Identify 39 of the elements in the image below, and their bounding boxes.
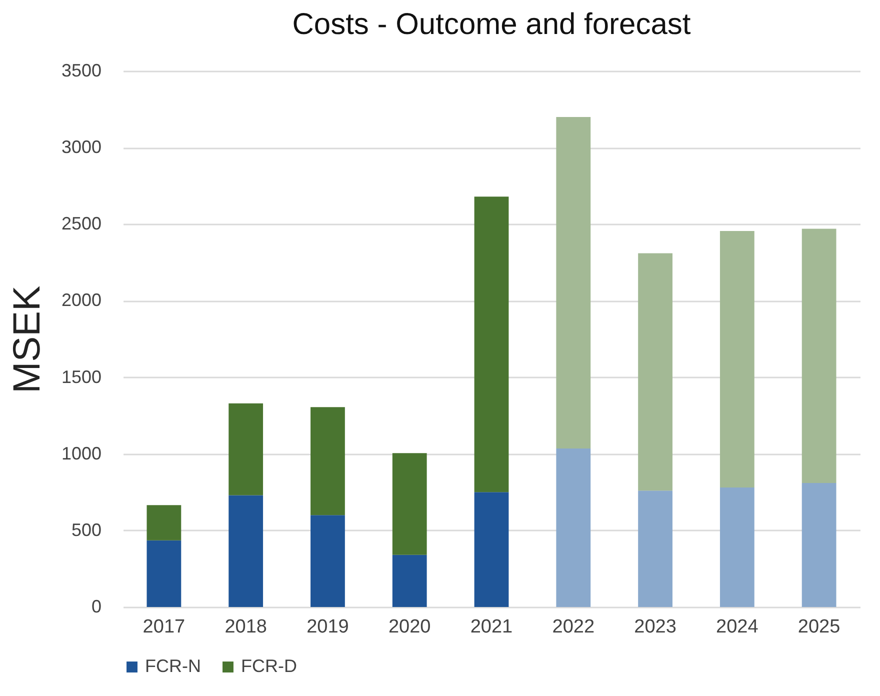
bar	[556, 116, 591, 448]
bar	[556, 448, 591, 607]
bar	[146, 540, 182, 607]
y-tick-label: 1000	[61, 443, 102, 464]
x-tick-label: 2019	[306, 616, 349, 638]
x-tick-label: 2025	[798, 616, 840, 638]
bar	[474, 196, 509, 492]
bar	[392, 453, 427, 555]
chart-title: Costs - Outcome and forecast	[292, 8, 692, 41]
bar	[802, 482, 836, 607]
y-tick-label: 3500	[61, 60, 102, 80]
x-tick-label: 2024	[716, 616, 759, 638]
x-tick-label: 2018	[224, 616, 267, 638]
y-tick-label: 500	[71, 520, 102, 540]
x-tick-label: 2017	[142, 616, 186, 638]
x-tick-label: 2023	[634, 616, 676, 638]
bar	[638, 490, 672, 607]
y-tick-label: 2000	[61, 290, 102, 310]
bar	[474, 492, 509, 607]
y-tick-label: 0	[91, 596, 102, 616]
bar	[638, 253, 672, 491]
x-tick-label: 2020	[388, 616, 431, 638]
legend-label: FCR-D	[241, 656, 297, 676]
y-axis-title: MSEK	[6, 286, 48, 394]
bar	[720, 488, 754, 607]
x-tick-label: 2022	[552, 616, 595, 638]
y-tick-label: 1500	[61, 366, 102, 387]
x-tick-label: 2021	[470, 616, 513, 638]
bar	[228, 403, 264, 496]
bar	[720, 231, 754, 488]
bar	[228, 495, 264, 607]
bar	[146, 505, 182, 540]
bar	[310, 407, 345, 516]
y-tick-label: 3000	[61, 137, 102, 158]
bar	[392, 554, 427, 607]
bar	[310, 515, 345, 607]
bar	[802, 228, 836, 483]
legend-label: FCR-N	[145, 656, 201, 676]
y-tick-label: 2500	[61, 214, 102, 234]
